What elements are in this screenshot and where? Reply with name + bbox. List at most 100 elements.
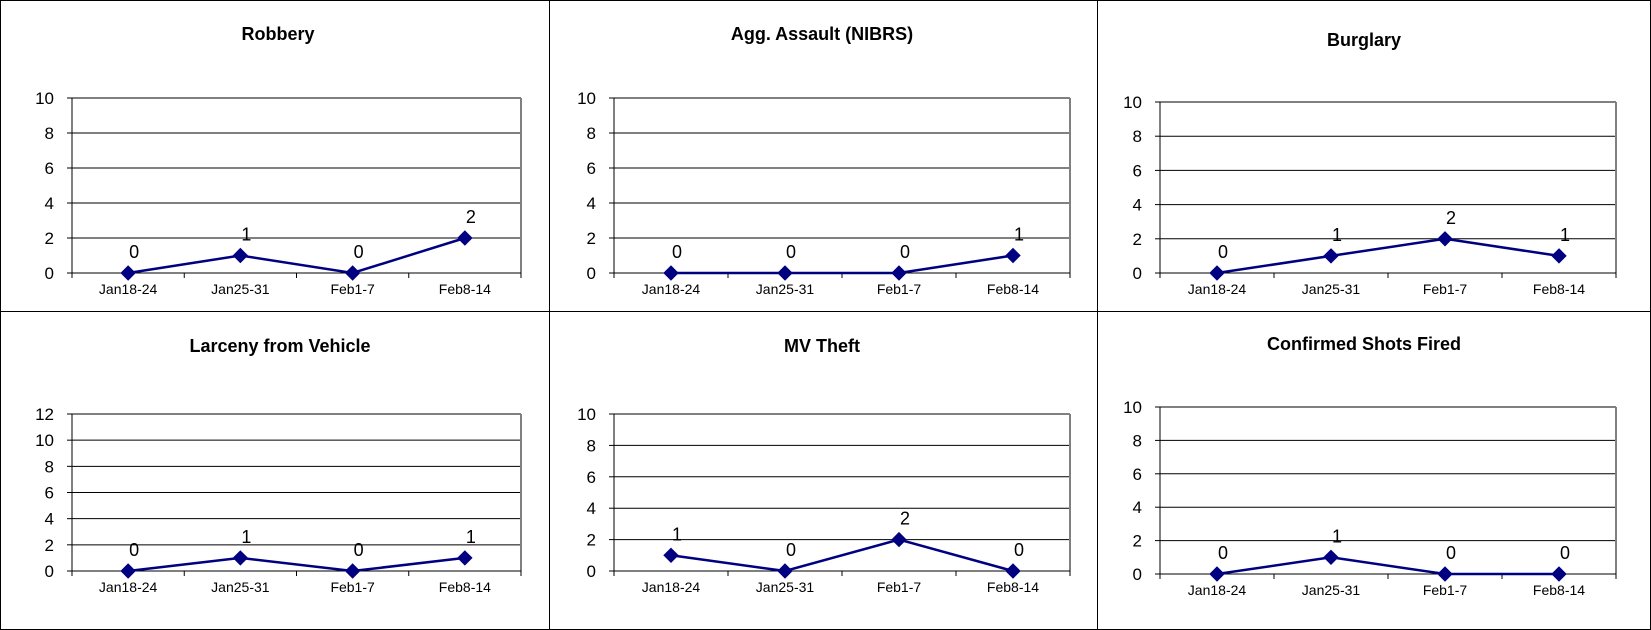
data-point [777, 563, 793, 579]
x-tick-label: Feb1-7 [330, 281, 375, 297]
x-tick-label: Jan18-24 [99, 579, 158, 595]
chart-title: MV Theft [784, 336, 860, 356]
series-line [127, 236, 466, 275]
chart-title: Robbery [241, 24, 314, 44]
data-point [1323, 248, 1339, 264]
x-tick-label: Feb1-7 [877, 579, 922, 595]
x-tick-label: Jan25-31 [1302, 582, 1361, 598]
y-tick-label: 12 [35, 405, 54, 424]
x-tick-label: Jan18-24 [99, 281, 158, 297]
data-label: 1 [1014, 225, 1024, 245]
data-point [457, 550, 473, 566]
data-point [120, 265, 136, 281]
y-tick-label: 4 [45, 194, 54, 213]
data-point [1551, 248, 1567, 264]
y-tick-label: 8 [45, 124, 54, 143]
data-label: 1 [1560, 225, 1570, 245]
data-point [1005, 563, 1021, 579]
y-tick-label: 10 [35, 431, 54, 450]
data-label: 2 [900, 509, 910, 529]
data-point [457, 230, 473, 246]
x-tick-label: Jan25-31 [756, 281, 815, 297]
y-tick-label: 0 [45, 264, 54, 283]
series-line [670, 538, 1014, 573]
data-point [120, 563, 136, 579]
data-point [663, 547, 679, 564]
data-label: 0 [1446, 543, 1456, 563]
y-tick-label: 2 [1133, 532, 1142, 551]
y-tick-label: 8 [1133, 127, 1142, 146]
data-point [1005, 247, 1021, 264]
data-label: 0 [672, 242, 682, 262]
data-point [232, 550, 249, 566]
x-tick-label: Feb1-7 [1423, 281, 1468, 297]
data-label: 0 [354, 540, 364, 560]
data-point [1551, 566, 1567, 582]
chart-title: Larceny from Vehicle [189, 336, 370, 356]
x-tick-label: Jan25-31 [211, 579, 270, 595]
y-tick-label: 0 [587, 264, 596, 283]
data-label: 1 [241, 527, 251, 547]
data-point [1437, 566, 1453, 582]
y-tick-label: 4 [587, 499, 596, 518]
x-tick-label: Feb8-14 [987, 579, 1039, 595]
y-tick-label: 4 [1133, 196, 1142, 215]
data-label: 1 [1332, 225, 1342, 245]
x-tick-label: Feb8-14 [439, 579, 491, 595]
x-tick-label: Feb1-7 [877, 281, 922, 297]
x-tick-label: Feb8-14 [1533, 281, 1585, 297]
y-tick-label: 8 [587, 124, 596, 143]
x-tick-label: Jan18-24 [642, 579, 701, 595]
data-label: 1 [1332, 526, 1342, 546]
data-point [891, 265, 907, 281]
chart-title: Burglary [1327, 30, 1401, 50]
data-label: 0 [354, 242, 364, 262]
y-tick-label: 2 [587, 531, 596, 550]
y-tick-label: 4 [587, 194, 596, 213]
y-tick-label: 2 [45, 536, 54, 555]
y-tick-label: 10 [35, 89, 54, 108]
y-tick-label: 2 [1133, 230, 1142, 249]
data-label: 0 [1014, 540, 1024, 560]
y-tick-label: 8 [1133, 431, 1142, 450]
data-label: 1 [672, 524, 682, 544]
y-tick-label: 2 [587, 229, 596, 248]
y-tick-label: 4 [45, 510, 54, 529]
chart-title: Confirmed Shots Fired [1267, 334, 1461, 354]
y-tick-label: 10 [577, 89, 596, 108]
x-tick-label: Jan18-24 [1188, 582, 1247, 598]
data-label: 0 [1218, 242, 1228, 262]
y-tick-label: 0 [1133, 264, 1142, 283]
y-tick-label: 6 [587, 159, 596, 178]
data-point [344, 563, 361, 579]
data-point [1437, 231, 1453, 247]
data-label: 0 [129, 540, 139, 560]
data-label: 1 [466, 527, 476, 547]
data-label: 2 [466, 207, 476, 227]
y-tick-label: 0 [1133, 565, 1142, 584]
data-point [1209, 566, 1225, 582]
data-label: 0 [1218, 543, 1228, 563]
data-label: 0 [900, 242, 910, 262]
data-point [344, 265, 361, 281]
series-line [671, 254, 1014, 275]
data-point [1323, 549, 1339, 566]
x-tick-label: Jan18-24 [642, 281, 701, 297]
y-tick-label: 6 [45, 484, 54, 503]
data-point [777, 265, 793, 281]
x-tick-label: Jan25-31 [211, 281, 270, 297]
x-tick-label: Feb1-7 [1423, 582, 1468, 598]
x-tick-label: Feb1-7 [330, 579, 375, 595]
series-line [1216, 556, 1559, 576]
series-line [127, 556, 466, 573]
y-tick-label: 6 [1133, 465, 1142, 484]
y-tick-label: 10 [1123, 93, 1142, 112]
y-tick-label: 6 [45, 159, 54, 178]
y-tick-label: 6 [1133, 161, 1142, 180]
data-point [663, 265, 679, 281]
data-point [1209, 265, 1225, 281]
